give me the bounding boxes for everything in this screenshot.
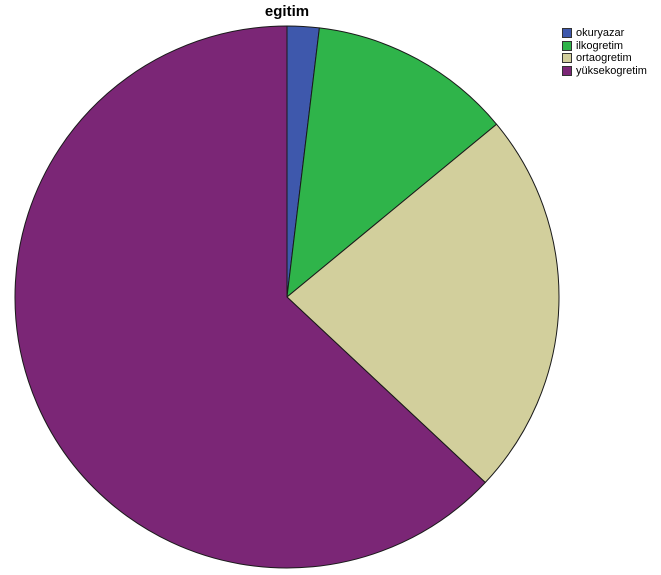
legend-swatch-yuksekogretim [562, 65, 572, 76]
legend-swatch-okuryazar [562, 28, 572, 39]
legend-item-yuksekogretim: yüksekogretim [562, 65, 647, 78]
legend-item-ortaogretim: ortaogretim [562, 52, 647, 65]
legend-item-okuryazar: okuryazar [562, 27, 647, 40]
chart-title: egitim [264, 3, 310, 20]
legend-swatch-ilkogretim [562, 40, 572, 51]
legend: okuryazar ilkogretim ortaogretim yükseko… [562, 27, 647, 77]
legend-label-ortaogretim: ortaogretim [576, 52, 632, 65]
pie-slice-ilkogretim [286, 27, 498, 298]
legend-label-okuryazar: okuryazar [576, 27, 625, 40]
legend-swatch-ortaogretim [562, 53, 572, 64]
legend-label-ilkogretim: ilkogretim [576, 39, 624, 52]
pie-slice-yuksekogretim [14, 25, 486, 569]
legend-item-ilkogretim: ilkogretim [562, 40, 647, 53]
legend-label-yuksekogretim: yüksekogretim [576, 64, 647, 77]
pie-slice-ortaogretim [286, 123, 560, 484]
